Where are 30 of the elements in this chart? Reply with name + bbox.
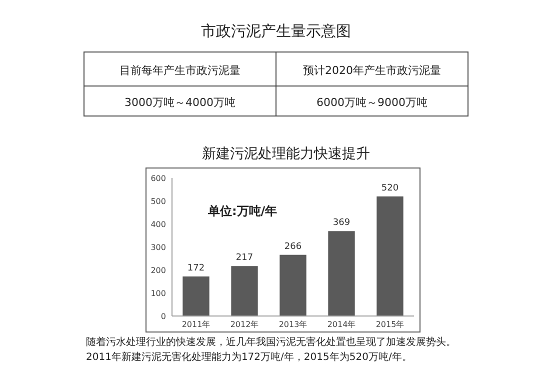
- text: 3000万吨～4000万吨: [124, 96, 236, 109]
- x-tick-label: 2014年: [327, 320, 356, 329]
- data-label: 369: [332, 218, 350, 228]
- data-label: 520: [381, 183, 399, 194]
- x-tick-label: 2012年: [230, 320, 259, 329]
- text: 预计2020年产生市政污泥量: [303, 64, 441, 77]
- y-tick-label: 300: [150, 243, 166, 252]
- annotation: 单位:万吨/年: [207, 204, 278, 218]
- bar: [280, 254, 306, 316]
- y-tick-label: 100: [150, 289, 166, 298]
- text: 6000万吨～9000万吨: [316, 96, 428, 109]
- bar: [376, 196, 404, 316]
- text: 目前每年产生市政污泥量: [120, 64, 240, 77]
- y-tick-label: 600: [150, 174, 166, 183]
- x-tick-label: 2015年: [376, 320, 404, 329]
- data-label: 217: [236, 253, 254, 264]
- y-tick-label: 500: [150, 197, 166, 206]
- y-tick-label: 200: [150, 266, 166, 275]
- data-label: 172: [187, 263, 205, 274]
- y-tick-label: 0: [160, 312, 166, 321]
- bar: [231, 266, 258, 316]
- text: 市政污泥产生量示意图: [201, 22, 351, 40]
- x-tick-label: 2011年: [182, 320, 210, 329]
- y-tick-label: 400: [150, 220, 166, 229]
- x-tick-label: 2013年: [278, 320, 308, 329]
- text: 随着污水处理行业的快速发展，近几年我国污泥无害化处置也呈现了加速发展势头。2011年新建污泥无害化处理能力为172万吨/年，2015年为520万吨/年。: [86, 336, 456, 363]
- bar: [328, 231, 355, 316]
- chart-title: 新建污泥处理能力快速提升: [202, 146, 370, 162]
- bar: [182, 276, 210, 316]
- data-label: 266: [284, 242, 302, 252]
